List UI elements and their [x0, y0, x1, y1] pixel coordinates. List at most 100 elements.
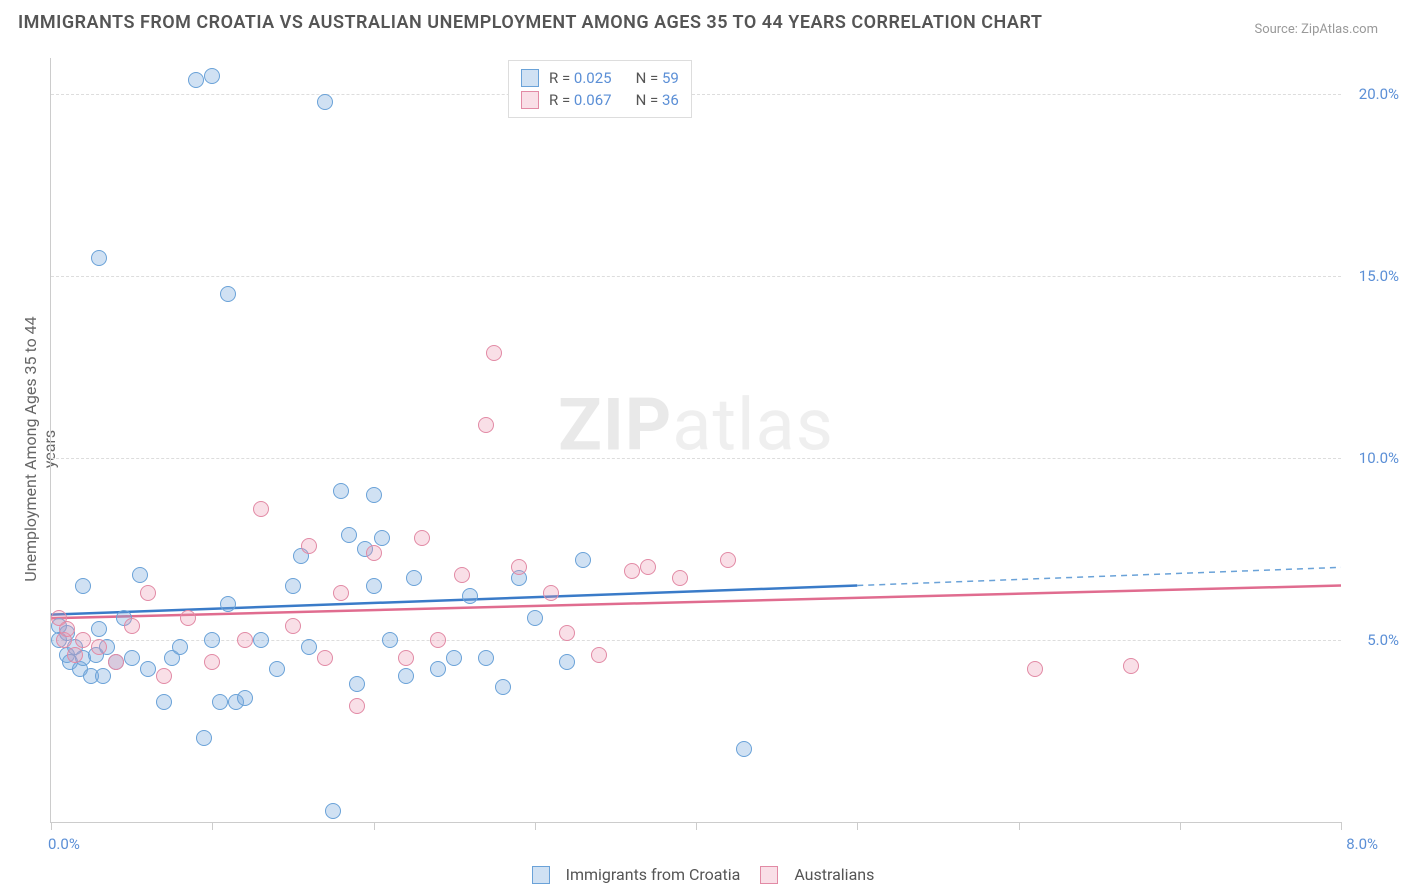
data-point: [237, 690, 253, 706]
data-point: [91, 621, 107, 637]
data-point: [478, 417, 494, 433]
watermark: ZIPatlas: [558, 382, 834, 467]
x-axis-max-label: 8.0%: [1346, 835, 1378, 853]
data-point: [366, 578, 382, 594]
data-point: [446, 650, 462, 666]
watermark-bold: ZIP: [558, 382, 672, 467]
data-point: [188, 72, 204, 88]
data-point: [91, 250, 107, 266]
watermark-rest: atlas: [672, 382, 834, 467]
data-point: [559, 654, 575, 670]
data-point: [591, 647, 607, 663]
y-tick-label: 15.0%: [1359, 267, 1399, 285]
data-point: [374, 530, 390, 546]
data-point: [285, 618, 301, 634]
legend-row: R = 0.067N = 36: [521, 89, 679, 111]
data-point: [204, 654, 220, 670]
data-point: [366, 545, 382, 561]
data-point: [91, 639, 107, 655]
source-link[interactable]: ZipAtlas.com: [1301, 22, 1378, 37]
legend-row: R = 0.025 N = 59: [521, 67, 679, 89]
data-point: [333, 483, 349, 499]
data-point: [1027, 661, 1043, 677]
data-point: [204, 68, 220, 84]
data-point: [1123, 658, 1139, 674]
data-point: [253, 501, 269, 517]
data-point: [59, 621, 75, 637]
data-point: [172, 639, 188, 655]
data-point: [430, 661, 446, 677]
x-tick: [1341, 822, 1342, 830]
x-tick: [535, 822, 536, 830]
source-attribution: Source: ZipAtlas.com: [1254, 22, 1378, 37]
data-point: [720, 552, 736, 568]
data-point: [220, 286, 236, 302]
x-tick: [696, 822, 697, 830]
data-point: [349, 698, 365, 714]
data-point: [124, 618, 140, 634]
plot-area: ZIPatlas 5.0%10.0%15.0%20.0%: [50, 58, 1341, 823]
data-point: [253, 632, 269, 648]
source-prefix: Source:: [1254, 22, 1301, 37]
correlation-legend: R = 0.025 N = 59 R = 0.067N = 36: [508, 60, 692, 118]
data-point: [575, 552, 591, 568]
data-point: [220, 596, 236, 612]
data-point: [414, 530, 430, 546]
x-tick: [1019, 822, 1020, 830]
data-point: [430, 632, 446, 648]
x-tick: [212, 822, 213, 830]
data-point: [543, 585, 559, 601]
data-point: [156, 694, 172, 710]
data-point: [349, 676, 365, 692]
data-point: [398, 650, 414, 666]
data-point: [333, 585, 349, 601]
legend-swatch: [532, 866, 550, 884]
data-point: [398, 668, 414, 684]
x-axis-min-label: 0.0%: [48, 835, 80, 853]
data-point: [301, 538, 317, 554]
y-tick-label: 5.0%: [1367, 631, 1399, 649]
data-point: [180, 610, 196, 626]
data-point: [341, 527, 357, 543]
data-point: [478, 650, 494, 666]
data-point: [640, 559, 656, 575]
data-point: [156, 668, 172, 684]
data-point: [108, 654, 124, 670]
legend-swatch: [760, 866, 778, 884]
data-point: [124, 650, 140, 666]
data-point: [736, 741, 752, 757]
data-point: [486, 345, 502, 361]
data-point: [672, 570, 688, 586]
data-point: [132, 567, 148, 583]
x-tick: [1180, 822, 1181, 830]
data-point: [495, 679, 511, 695]
trend-lines: [51, 58, 1341, 822]
data-point: [511, 559, 527, 575]
data-point: [95, 668, 111, 684]
data-point: [140, 585, 156, 601]
data-point: [624, 563, 640, 579]
x-tick: [51, 822, 52, 830]
r-label: R = 0.025: [549, 69, 612, 87]
data-point: [301, 639, 317, 655]
data-point: [204, 632, 220, 648]
data-point: [406, 570, 422, 586]
n-label: N = 59: [636, 69, 679, 87]
data-point: [75, 632, 91, 648]
gridline: [51, 458, 1341, 459]
data-point: [462, 588, 478, 604]
data-point: [212, 694, 228, 710]
data-point: [317, 650, 333, 666]
y-tick-label: 20.0%: [1359, 85, 1399, 103]
data-point: [140, 661, 156, 677]
data-point: [527, 610, 543, 626]
legend-swatch: [521, 91, 539, 109]
legend-label: Immigrants from Croatia: [566, 865, 741, 884]
data-point: [196, 730, 212, 746]
x-tick: [374, 822, 375, 830]
data-point: [366, 487, 382, 503]
gridline: [51, 276, 1341, 277]
data-point: [325, 803, 341, 819]
legend-label: Australians: [794, 865, 874, 884]
data-point: [454, 567, 470, 583]
